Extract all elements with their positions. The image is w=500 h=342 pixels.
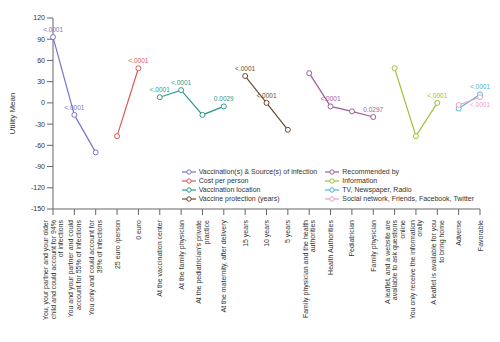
svg-text:0.0297: 0.0297 [363, 106, 383, 113]
svg-text:0.0029: 0.0029 [214, 95, 234, 102]
svg-text:At the vaccination center: At the vaccination center [156, 219, 163, 296]
svg-text:You only and could account for: You only and could account for39% of inf… [88, 219, 103, 315]
svg-text:<.0001: <.0001 [256, 92, 276, 99]
html-text:Recommended by: Recommended by [342, 168, 399, 175]
svg-text:Family physician: Family physician [370, 220, 378, 272]
html-text:Vaccination location: Vaccination location [198, 186, 261, 193]
svg-text:You only receive the informati: You only receive the informationorally [409, 220, 425, 320]
svg-text:<.0001: <.0001 [235, 65, 255, 72]
svg-text:Utility Mean: Utility Mean [8, 93, 17, 135]
svg-text:<.0001: <.0001 [427, 92, 447, 99]
html-text:Information: Information [342, 177, 378, 184]
svg-text:<.0001: <.0001 [171, 79, 191, 86]
svg-text:Adverse: Adverse [455, 220, 462, 246]
svg-text:<.0001: <.0001 [43, 26, 63, 33]
svg-text:90: 90 [37, 36, 45, 43]
svg-text:At the maternity, after delive: At the maternity, after delivery [220, 220, 228, 313]
svg-text:0: 0 [41, 99, 45, 106]
svg-text:<.0001: <.0001 [64, 104, 84, 111]
svg-text:-90: -90 [35, 163, 45, 170]
html-text:Vaccination(s) & Source(s) of: Vaccination(s) & Source(s) of infection [198, 168, 318, 175]
svg-text:<.0001: <.0001 [150, 86, 170, 93]
svg-text:Pediatrician: Pediatrician [348, 220, 355, 257]
svg-text:<.0001: <.0001 [321, 95, 341, 102]
html-text:Social network, Friends, Faceb: Social network, Friends, Facebook, Twitt… [342, 195, 474, 202]
html-text:TV, Newspaper, Radio: TV, Newspaper, Radio [342, 186, 412, 193]
svg-text:120: 120 [33, 14, 45, 21]
svg-text:-60: -60 [35, 142, 45, 149]
svg-text:-30: -30 [35, 121, 45, 128]
svg-text:25 euro /person: 25 euro /person [114, 220, 122, 269]
svg-text:You, your partner and your old: You, your partner and your olderchild an… [42, 219, 64, 320]
svg-text:5 years: 5 years [284, 220, 292, 243]
svg-text:15 years: 15 years [242, 220, 250, 247]
html-text:Vaccine protection (years): Vaccine protection (years) [198, 195, 280, 202]
svg-text:At the family physician: At the family physician [178, 220, 186, 290]
svg-text:-150: -150 [31, 205, 45, 212]
svg-text:A leaflet, and a website areav: A leaflet, and a website areavailable to… [384, 220, 406, 305]
svg-text:30: 30 [37, 78, 45, 85]
svg-text:Family physician and the healt: Family physician and the healthauthoriti… [302, 220, 317, 319]
svg-text:60: 60 [37, 57, 45, 64]
svg-text:<.0001: <.0001 [470, 83, 490, 90]
svg-text:10 years: 10 years [263, 220, 271, 247]
svg-text:Health Authorities: Health Authorities [327, 220, 334, 275]
svg-text:Favorable: Favorable [477, 220, 484, 251]
svg-text:0 euro: 0 euro [135, 220, 142, 240]
html-text:Cost per person: Cost per person [198, 177, 249, 184]
svg-text:At the pediatrician's privatep: At the pediatrician's privatepractice [195, 220, 211, 304]
svg-text:-120: -120 [31, 184, 45, 191]
svg-text:<.0001: <.0001 [470, 101, 490, 108]
svg-text:A leaflet is available for you: A leaflet is available for youto bring h… [430, 220, 446, 305]
svg-text:<.0001: <.0001 [128, 57, 148, 64]
svg-text:You and your partner and could: You and your partner and couldaccount fo… [67, 220, 82, 318]
